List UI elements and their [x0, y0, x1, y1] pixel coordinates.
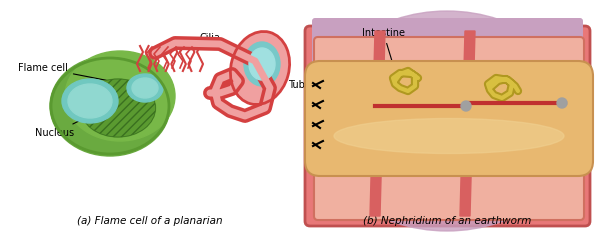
- Ellipse shape: [334, 118, 564, 153]
- Text: Tubule: Tubule: [253, 70, 287, 87]
- Text: (a) Flame cell of a planarian: (a) Flame cell of a planarian: [77, 216, 223, 226]
- Ellipse shape: [312, 11, 582, 231]
- Polygon shape: [370, 31, 385, 216]
- Text: Tube cell: Tube cell: [278, 75, 331, 90]
- Ellipse shape: [65, 51, 175, 141]
- Text: Nucleus: Nucleus: [35, 119, 83, 138]
- Text: Flame cell: Flame cell: [18, 63, 107, 80]
- FancyBboxPatch shape: [314, 37, 584, 220]
- FancyBboxPatch shape: [305, 26, 590, 226]
- Text: Nephridium: Nephridium: [512, 63, 592, 87]
- Ellipse shape: [132, 78, 158, 98]
- Ellipse shape: [232, 34, 288, 103]
- Ellipse shape: [80, 79, 155, 137]
- Polygon shape: [460, 31, 475, 216]
- Ellipse shape: [62, 79, 118, 123]
- Text: (b) Nephridium of an earthworm: (b) Nephridium of an earthworm: [363, 216, 531, 226]
- Ellipse shape: [461, 101, 471, 111]
- Ellipse shape: [244, 42, 280, 86]
- FancyBboxPatch shape: [305, 61, 593, 176]
- Ellipse shape: [68, 84, 112, 118]
- Ellipse shape: [557, 98, 567, 108]
- FancyBboxPatch shape: [312, 18, 583, 139]
- Ellipse shape: [249, 48, 275, 80]
- Text: Intestine: Intestine: [362, 28, 405, 68]
- Text: Cilia: Cilia: [178, 33, 221, 47]
- Ellipse shape: [127, 74, 163, 102]
- Ellipse shape: [50, 56, 170, 156]
